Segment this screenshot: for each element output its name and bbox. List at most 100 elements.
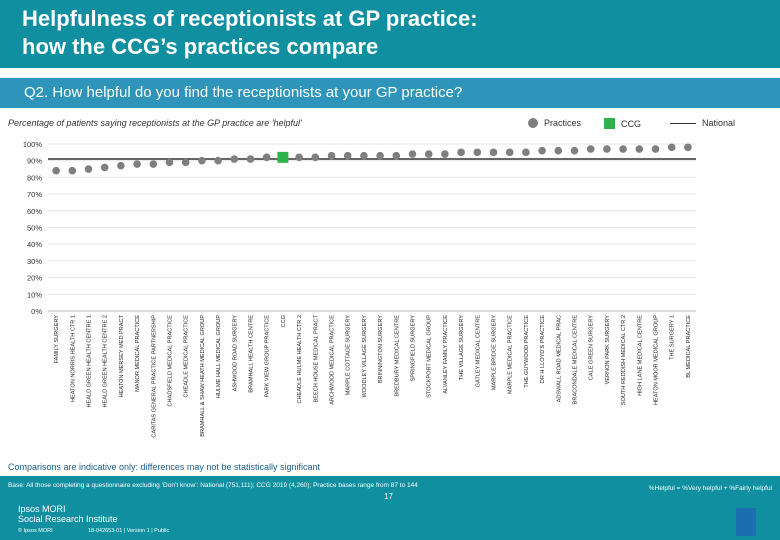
practice-point <box>246 155 255 163</box>
y-tick-label: 0% <box>31 307 42 316</box>
ccg-marker <box>277 151 289 163</box>
practice-point <box>133 160 141 168</box>
y-tick-label: 10% <box>27 290 42 299</box>
page-title: Helpfulness of receptionists at GP pract… <box>22 6 478 59</box>
national-line-icon <box>670 122 696 124</box>
category-label: CARITAS GENERAL PRACTICE PARTNERSHIP <box>151 315 157 438</box>
practice-point <box>100 163 109 172</box>
practice-point <box>343 151 352 160</box>
category-label: HEALD GREEN HEALTH CENTRE 1 <box>87 315 93 408</box>
practice-point <box>538 146 546 155</box>
y-tick-label: 40% <box>27 240 42 249</box>
category-label: WOODLEY VILLAGE SURGERY <box>362 315 368 398</box>
category-label: HEATON NORRIS HEALTH CTR 1 <box>70 315 76 402</box>
practice-point <box>522 148 530 157</box>
category-label: BEECH HOUSE MEDICAL PRACT <box>313 314 319 402</box>
chart-subtitle: Percentage of patients saying receptioni… <box>8 118 302 128</box>
header-bar: Helpfulness of receptionists at GP pract… <box>0 0 780 68</box>
practice-point <box>165 158 174 167</box>
category-label: BL MEDICAL PRACTICE <box>686 315 692 378</box>
practice-point <box>408 150 417 158</box>
category-label: HIGH LANE MEDICAL CENTRE <box>637 315 643 396</box>
category-label: ARCHWOOD MEDICAL PRACTICE <box>330 315 336 405</box>
y-tick-label: 90% <box>27 157 42 166</box>
category-label: STOCKPORT MEDICAL GROUP <box>427 315 433 398</box>
category-label: THE GUYWOOD PRACTICE <box>524 315 530 388</box>
category-label: ADSWALL ROAD MEDICAL PRAC <box>556 315 562 402</box>
practice-point <box>181 158 190 167</box>
category-label: MARPLE COTTAGE SURGERY <box>346 315 352 396</box>
category-label: BREDBURY MEDICAL CENTRE <box>394 315 400 397</box>
category-label: SOUTH REDDISH MEDICAL CTR 2 <box>621 315 627 405</box>
legend-ccg: CCG <box>604 118 641 129</box>
y-tick-label: 70% <box>27 190 42 199</box>
category-label: MANOR MEDICAL PRACTICE <box>135 315 141 392</box>
category-label: FAMILY SURGERY <box>54 315 60 364</box>
y-tick-label: 30% <box>27 257 42 266</box>
category-label: HEATON MOOR MEDICAL GROUP <box>654 315 660 405</box>
practice-point <box>149 160 158 168</box>
category-label: CALE GREEN SURGERY <box>589 315 595 380</box>
footer-bar: Base: All those completing a questionnai… <box>0 476 780 540</box>
practice-point <box>424 150 433 158</box>
question-bar: Q2. How helpful do you find the receptio… <box>0 78 780 108</box>
practice-point <box>441 150 449 158</box>
practice-point <box>554 146 563 155</box>
ipsos-logo: Ipsos MORI Social Research Institute <box>18 504 118 524</box>
y-tick-label: 50% <box>27 224 42 233</box>
category-label: DR H LLOYD'S PRACTICE <box>540 315 546 383</box>
job-number: 18-042653-01 | Version 1 | Public <box>88 528 170 534</box>
practice-point <box>667 143 676 152</box>
practice-point <box>651 145 660 153</box>
practice-point <box>311 153 320 162</box>
category-label: GATLEY MEDICAL CENTRE <box>475 315 481 388</box>
practice-point <box>214 156 222 165</box>
category-label: MARPLE MEDICAL PRACTICE <box>508 315 514 394</box>
y-tick-label: 60% <box>27 207 42 216</box>
practice-point <box>586 145 595 153</box>
practice-point <box>570 146 579 155</box>
y-tick-label: 100% <box>23 140 43 149</box>
practice-point <box>376 151 384 160</box>
significance-note: Comparisons are indicative only: differe… <box>8 462 320 472</box>
practice-point <box>295 153 303 162</box>
y-tick-label: 20% <box>27 274 42 283</box>
practice-point <box>117 161 125 170</box>
category-label: BRAMHALL & SHAW HEATH MEDICAL GROUP <box>200 315 206 437</box>
category-label: CHEADLE MEDICAL PRACTICE <box>184 315 190 398</box>
category-label: HULME HALL MEDICAL GROUP <box>216 315 222 398</box>
category-label: CCG <box>281 315 287 327</box>
practice-point <box>489 148 498 157</box>
category-label: CHEADLE HULME HEALTH CTR 2 <box>297 315 303 403</box>
practice-dot-icon <box>528 118 538 128</box>
helpfulness-chart: 0% 10% 20% 30% 40% 50% 60% 70% 80% 90% 100% FAMILY … <box>23 140 696 438</box>
practice-point <box>262 153 271 162</box>
ccg-square-icon <box>604 118 615 129</box>
category-label: BRACONDALE MEDICAL CENTRE <box>573 315 579 405</box>
practice-point <box>360 151 368 160</box>
category-label: HEATON MERSEY MED PRACT <box>119 314 125 397</box>
helpful-definition: %Helpful = %Very helpful + %Fairly helpf… <box>648 485 772 492</box>
legend-national-label: National <box>702 118 736 128</box>
legend-national: National <box>670 118 735 128</box>
page-number: 17 <box>384 492 393 501</box>
practice-point <box>230 155 239 163</box>
practice-point <box>635 145 644 153</box>
practice-point <box>457 148 465 157</box>
practice-point <box>52 166 60 175</box>
y-tick-label: 80% <box>27 173 42 182</box>
legend-ccg-label: CCG <box>621 118 641 129</box>
category-label: ALVANLEY FAMILY PRACTICE <box>443 315 449 394</box>
legend: Practices CCG National <box>528 116 778 132</box>
category-label: PARK VIEW GROUP PRACTICE <box>265 315 271 398</box>
question-text: Q2. How helpful do you find the receptio… <box>24 84 463 101</box>
category-label: THE SURGERY 1 <box>670 315 676 360</box>
category-label: ASHWOOD ROAD SURGERY <box>232 315 238 392</box>
category-label: THE VILLAGE SURGERY <box>459 315 465 380</box>
category-label: BRAMHALL HEALTH CENTRE <box>249 315 255 393</box>
practice-point <box>603 145 611 153</box>
practice-point <box>327 151 336 160</box>
legend-practices: Practices <box>528 118 581 128</box>
practice-point <box>619 145 627 153</box>
legend-practices-label: Practices <box>544 118 582 128</box>
